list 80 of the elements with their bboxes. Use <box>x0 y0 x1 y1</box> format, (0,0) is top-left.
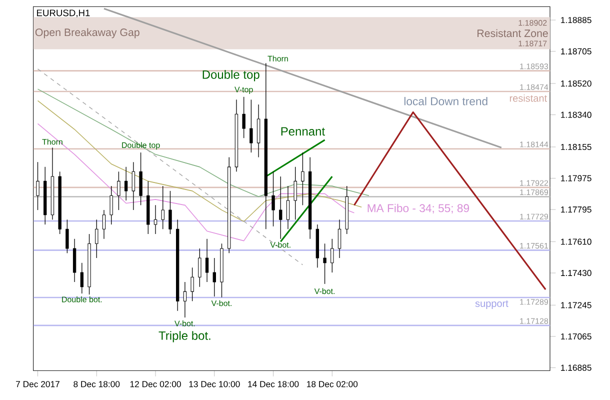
ref-line-label: 1.17922 <box>520 180 548 186</box>
y-tick-label: 1.18520 <box>561 80 592 87</box>
annotation: Double bot. <box>62 296 102 302</box>
annotation: Thorn <box>268 56 288 62</box>
chart-title: EURUSD,H1 <box>37 10 90 18</box>
annotation: Triple bot. <box>158 331 210 342</box>
ref-line-label: 1.17869 <box>520 189 548 196</box>
candlestick <box>168 190 172 234</box>
y-tick-label: 1.18885 <box>561 16 592 24</box>
candlestick <box>183 282 187 318</box>
ref-line-label: 1.18474 <box>520 84 548 90</box>
annotation: V-bot. <box>174 320 195 326</box>
candlestick <box>124 166 128 201</box>
ref-line-label: 1.17561 <box>520 242 548 249</box>
x-tick-label: 7 Dec 2017 <box>16 381 60 388</box>
y-tick-label: 1.17610 <box>561 238 592 245</box>
y-tick-label: 1.18705 <box>561 48 592 54</box>
y-tick-label: 1.18340 <box>561 112 592 118</box>
candlestick <box>323 243 326 284</box>
x-tick-label: 12 Dec 02:00 <box>130 381 181 388</box>
candlestick <box>102 210 106 240</box>
candlestick <box>132 162 136 210</box>
candlestick <box>36 162 40 210</box>
line-series <box>37 123 355 242</box>
candlestick <box>154 204 158 234</box>
x-tick-label: 8 Dec 18:00 <box>74 381 120 388</box>
annotation: V-bot. <box>314 288 334 294</box>
annotation: V-bot. <box>211 300 232 306</box>
annotation: 1.18717 <box>518 40 547 46</box>
candlestick <box>66 219 69 254</box>
annotation: local Down trend <box>404 96 488 106</box>
band-label: Resistant Zone <box>478 29 548 38</box>
y-tick-label: 1.17065 <box>561 333 592 340</box>
candlestick <box>279 176 282 240</box>
y-tick-label: 1.16885 <box>561 364 592 371</box>
y-tick-label: 1.17430 <box>561 270 592 276</box>
x-tick-label: 18 Dec 02:00 <box>307 381 358 388</box>
y-tick-label: 1.17975 <box>561 175 592 182</box>
annotation: MA Fibo - 34; 55; 89 <box>368 204 470 214</box>
annotation: support <box>475 300 508 309</box>
candlestick <box>242 96 246 138</box>
annotation: 1.18902 <box>518 20 547 26</box>
ref-line-label: 1.17729 <box>520 214 548 220</box>
candlestick <box>72 238 76 282</box>
candlestick <box>139 152 142 206</box>
candlestick <box>212 258 216 297</box>
ref-line-label: 1.17289 <box>520 299 548 305</box>
candlestick <box>338 219 342 258</box>
y-tick-label: 1.17245 <box>561 302 592 308</box>
x-tick-label: 14 Dec 18:00 <box>248 381 299 388</box>
candlestick <box>330 238 334 273</box>
annotation: Double top <box>202 70 260 82</box>
x-tick-label: 13 Dec 10:00 <box>189 381 240 388</box>
ref-line-label: 1.18144 <box>520 142 548 148</box>
annotation: V-top <box>234 86 253 94</box>
candlestick <box>161 186 164 230</box>
candlestick <box>95 219 98 258</box>
candlestick <box>294 166 297 220</box>
candlestick <box>205 238 209 282</box>
candlestick <box>198 248 202 288</box>
ref-line-label: 1.17128 <box>520 318 548 324</box>
candlestick <box>272 171 275 227</box>
y-tick-label: 1.18155 <box>561 144 592 150</box>
y-tick-label: 1.17795 <box>561 206 592 213</box>
candlestick <box>117 171 120 210</box>
candlestick <box>190 267 194 302</box>
annotation: V-bot. <box>270 242 290 248</box>
annotation: resistant <box>510 94 547 102</box>
annotation: Open Breakaway Gap <box>35 28 140 38</box>
annotation: Pennant <box>281 127 325 136</box>
line-series <box>37 100 362 222</box>
candlestick <box>110 186 113 225</box>
candlestick <box>80 262 84 294</box>
annotation: Double top <box>122 142 160 150</box>
candlestick <box>250 99 253 153</box>
ref-line-label: 1.18593 <box>520 64 548 70</box>
candlestick <box>286 186 290 230</box>
candlestick <box>256 104 260 158</box>
candlestick <box>301 152 304 206</box>
annotation: Thorn <box>42 138 62 145</box>
